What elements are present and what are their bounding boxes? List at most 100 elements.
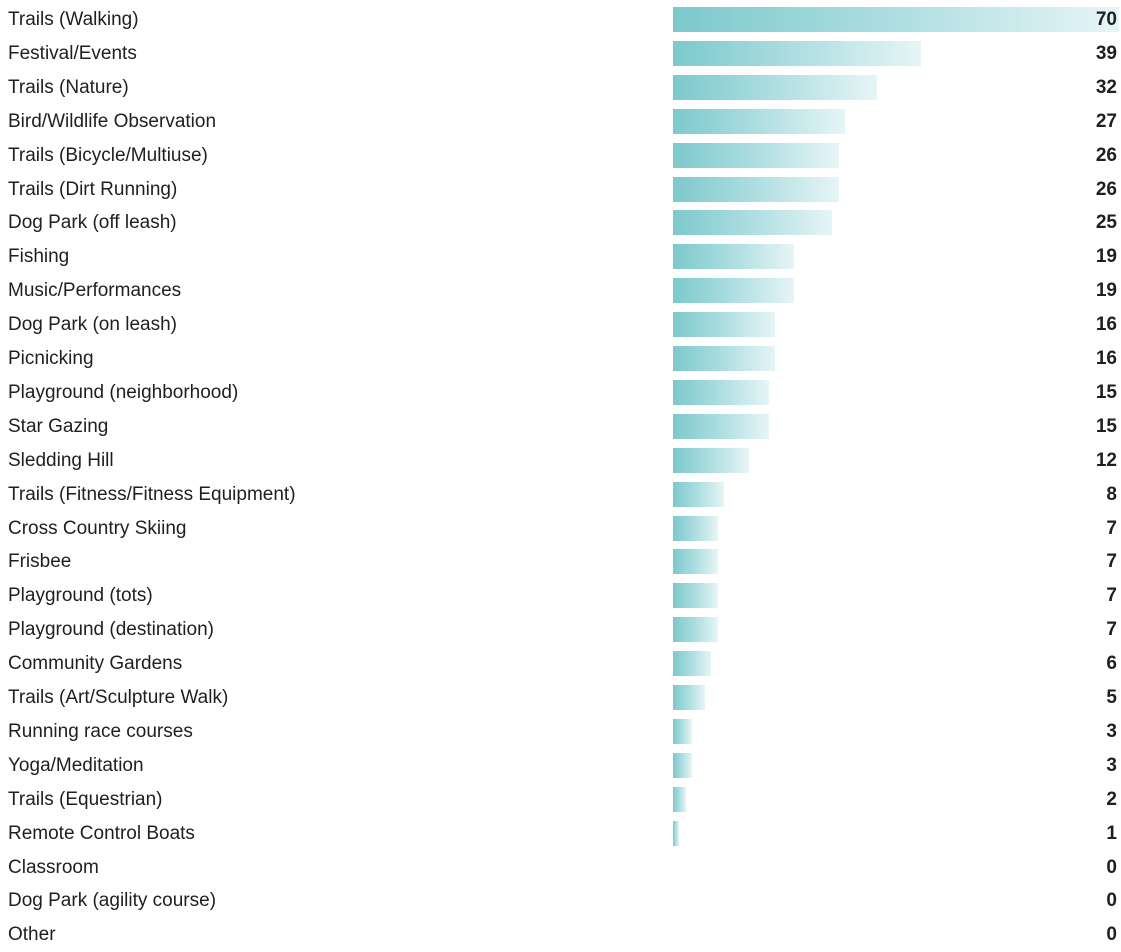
category-label: Trails (Walking) [8, 9, 139, 30]
bar-row: Trails (Nature) 32 [0, 71, 1121, 105]
bar-row: Trails (Bicycle/Multiuse) 26 [0, 139, 1121, 173]
value-label: 0 [1106, 890, 1117, 912]
category-label: Music/Performances [8, 280, 182, 302]
bar [673, 413, 769, 439]
bar [673, 718, 692, 744]
bar [673, 40, 921, 66]
value-label: 2 [1106, 788, 1117, 810]
value-label: 5 [1106, 687, 1117, 708]
bar [673, 346, 775, 371]
bar [673, 74, 877, 100]
value-label: 26 [1095, 178, 1117, 200]
bar-row: Dog Park (on leash) 16 [0, 308, 1121, 342]
category-label: Community Gardens [8, 653, 183, 675]
bar-row: Running race courses 3 [0, 715, 1121, 749]
bar-row: Trails (Art/Sculpture Walk) 5 [0, 681, 1121, 715]
value-label: 8 [1106, 483, 1117, 505]
bar [673, 752, 692, 778]
category-label: Sledding Hill [8, 449, 114, 471]
value-label: 7 [1106, 517, 1117, 539]
bar [673, 549, 718, 575]
category-label: Playground (neighborhood) [8, 381, 239, 403]
category-label: Trails (Dirt Running) [8, 178, 178, 200]
category-label: Festival/Events [8, 42, 137, 64]
category-label: Picnicking [8, 348, 94, 369]
bar-row: Sledding Hill 12 [0, 444, 1121, 478]
value-label: 0 [1106, 924, 1117, 946]
bar-row: Playground (destination) 7 [0, 613, 1121, 647]
bar-row: Cross Country Skiing 7 [0, 512, 1121, 546]
bar-row: Star Gazing 15 [0, 410, 1121, 444]
bar [673, 7, 1119, 32]
category-label: Frisbee [8, 551, 72, 573]
category-label: Trails (Fitness/Fitness Equipment) [8, 483, 296, 505]
value-label: 0 [1106, 856, 1117, 878]
bar-row: Playground (tots) 7 [0, 579, 1121, 613]
bar [673, 278, 794, 304]
bar [673, 108, 845, 134]
bar-row: Festival/Events 39 [0, 37, 1121, 71]
bar-row: Dog Park (agility course) 0 [0, 884, 1121, 918]
category-label: Yoga/Meditation [8, 754, 144, 776]
category-label: Classroom [8, 856, 99, 878]
bar [673, 447, 749, 473]
value-label: 6 [1106, 653, 1117, 675]
value-label: 27 [1095, 110, 1117, 132]
bar-row: Trails (Dirt Running) 26 [0, 173, 1121, 207]
bar [673, 176, 839, 202]
bar-row: Trails (Fitness/Fitness Equipment) 8 [0, 478, 1121, 512]
value-label: 1 [1106, 822, 1117, 844]
bar-row: Bird/Wildlife Observation 27 [0, 105, 1121, 139]
bar-row: Playground (neighborhood) 15 [0, 376, 1121, 410]
value-label: 7 [1106, 551, 1117, 573]
category-label: Running race courses [8, 720, 193, 742]
category-label: Playground (destination) [8, 619, 214, 641]
bar-row: Picnicking 16 [0, 342, 1121, 376]
bar [673, 651, 711, 677]
value-label: 3 [1106, 720, 1117, 742]
value-label: 7 [1106, 619, 1117, 641]
category-label: Fishing [8, 246, 70, 268]
bar-row: Frisbee 7 [0, 545, 1121, 579]
bar-row: Fishing 19 [0, 240, 1121, 274]
bar [673, 515, 718, 541]
bar [673, 786, 686, 812]
value-label: 3 [1106, 754, 1117, 776]
bar-row: Music/Performances 19 [0, 274, 1121, 308]
value-label: 16 [1095, 314, 1117, 336]
category-label: Cross Country Skiing [8, 517, 187, 539]
value-label: 16 [1095, 348, 1117, 369]
value-label: 12 [1095, 449, 1117, 471]
category-label: Dog Park (on leash) [8, 314, 177, 336]
bar [673, 379, 769, 405]
category-label: Trails (Art/Sculpture Walk) [8, 687, 229, 708]
bar-row: Dog Park (off leash) 25 [0, 206, 1121, 240]
bar [673, 142, 839, 168]
bar-row: Community Gardens 6 [0, 647, 1121, 681]
bar-row: Classroom 0 [0, 851, 1121, 885]
category-label: Dog Park (off leash) [8, 212, 177, 234]
bar-row: Trails (Walking) 70 [0, 3, 1121, 37]
bar [673, 583, 718, 609]
bar [673, 685, 705, 710]
category-label: Playground (tots) [8, 585, 153, 607]
value-label: 32 [1095, 76, 1117, 98]
value-label: 19 [1095, 246, 1117, 268]
bar [673, 617, 718, 643]
category-label: Bird/Wildlife Observation [8, 110, 217, 132]
value-label: 15 [1095, 415, 1117, 437]
bar-row: Trails (Equestrian) 2 [0, 783, 1121, 817]
value-label: 15 [1095, 381, 1117, 403]
value-label: 25 [1095, 212, 1117, 234]
bar-row: Yoga/Meditation 3 [0, 749, 1121, 783]
value-label: 19 [1095, 280, 1117, 302]
category-label: Star Gazing [8, 415, 109, 437]
category-label: Remote Control Boats [8, 822, 195, 844]
value-label: 39 [1095, 42, 1117, 64]
bar [673, 244, 794, 270]
category-label: Other [8, 924, 56, 946]
category-label: Trails (Nature) [8, 76, 129, 98]
bar [673, 820, 679, 846]
bar [673, 312, 775, 338]
